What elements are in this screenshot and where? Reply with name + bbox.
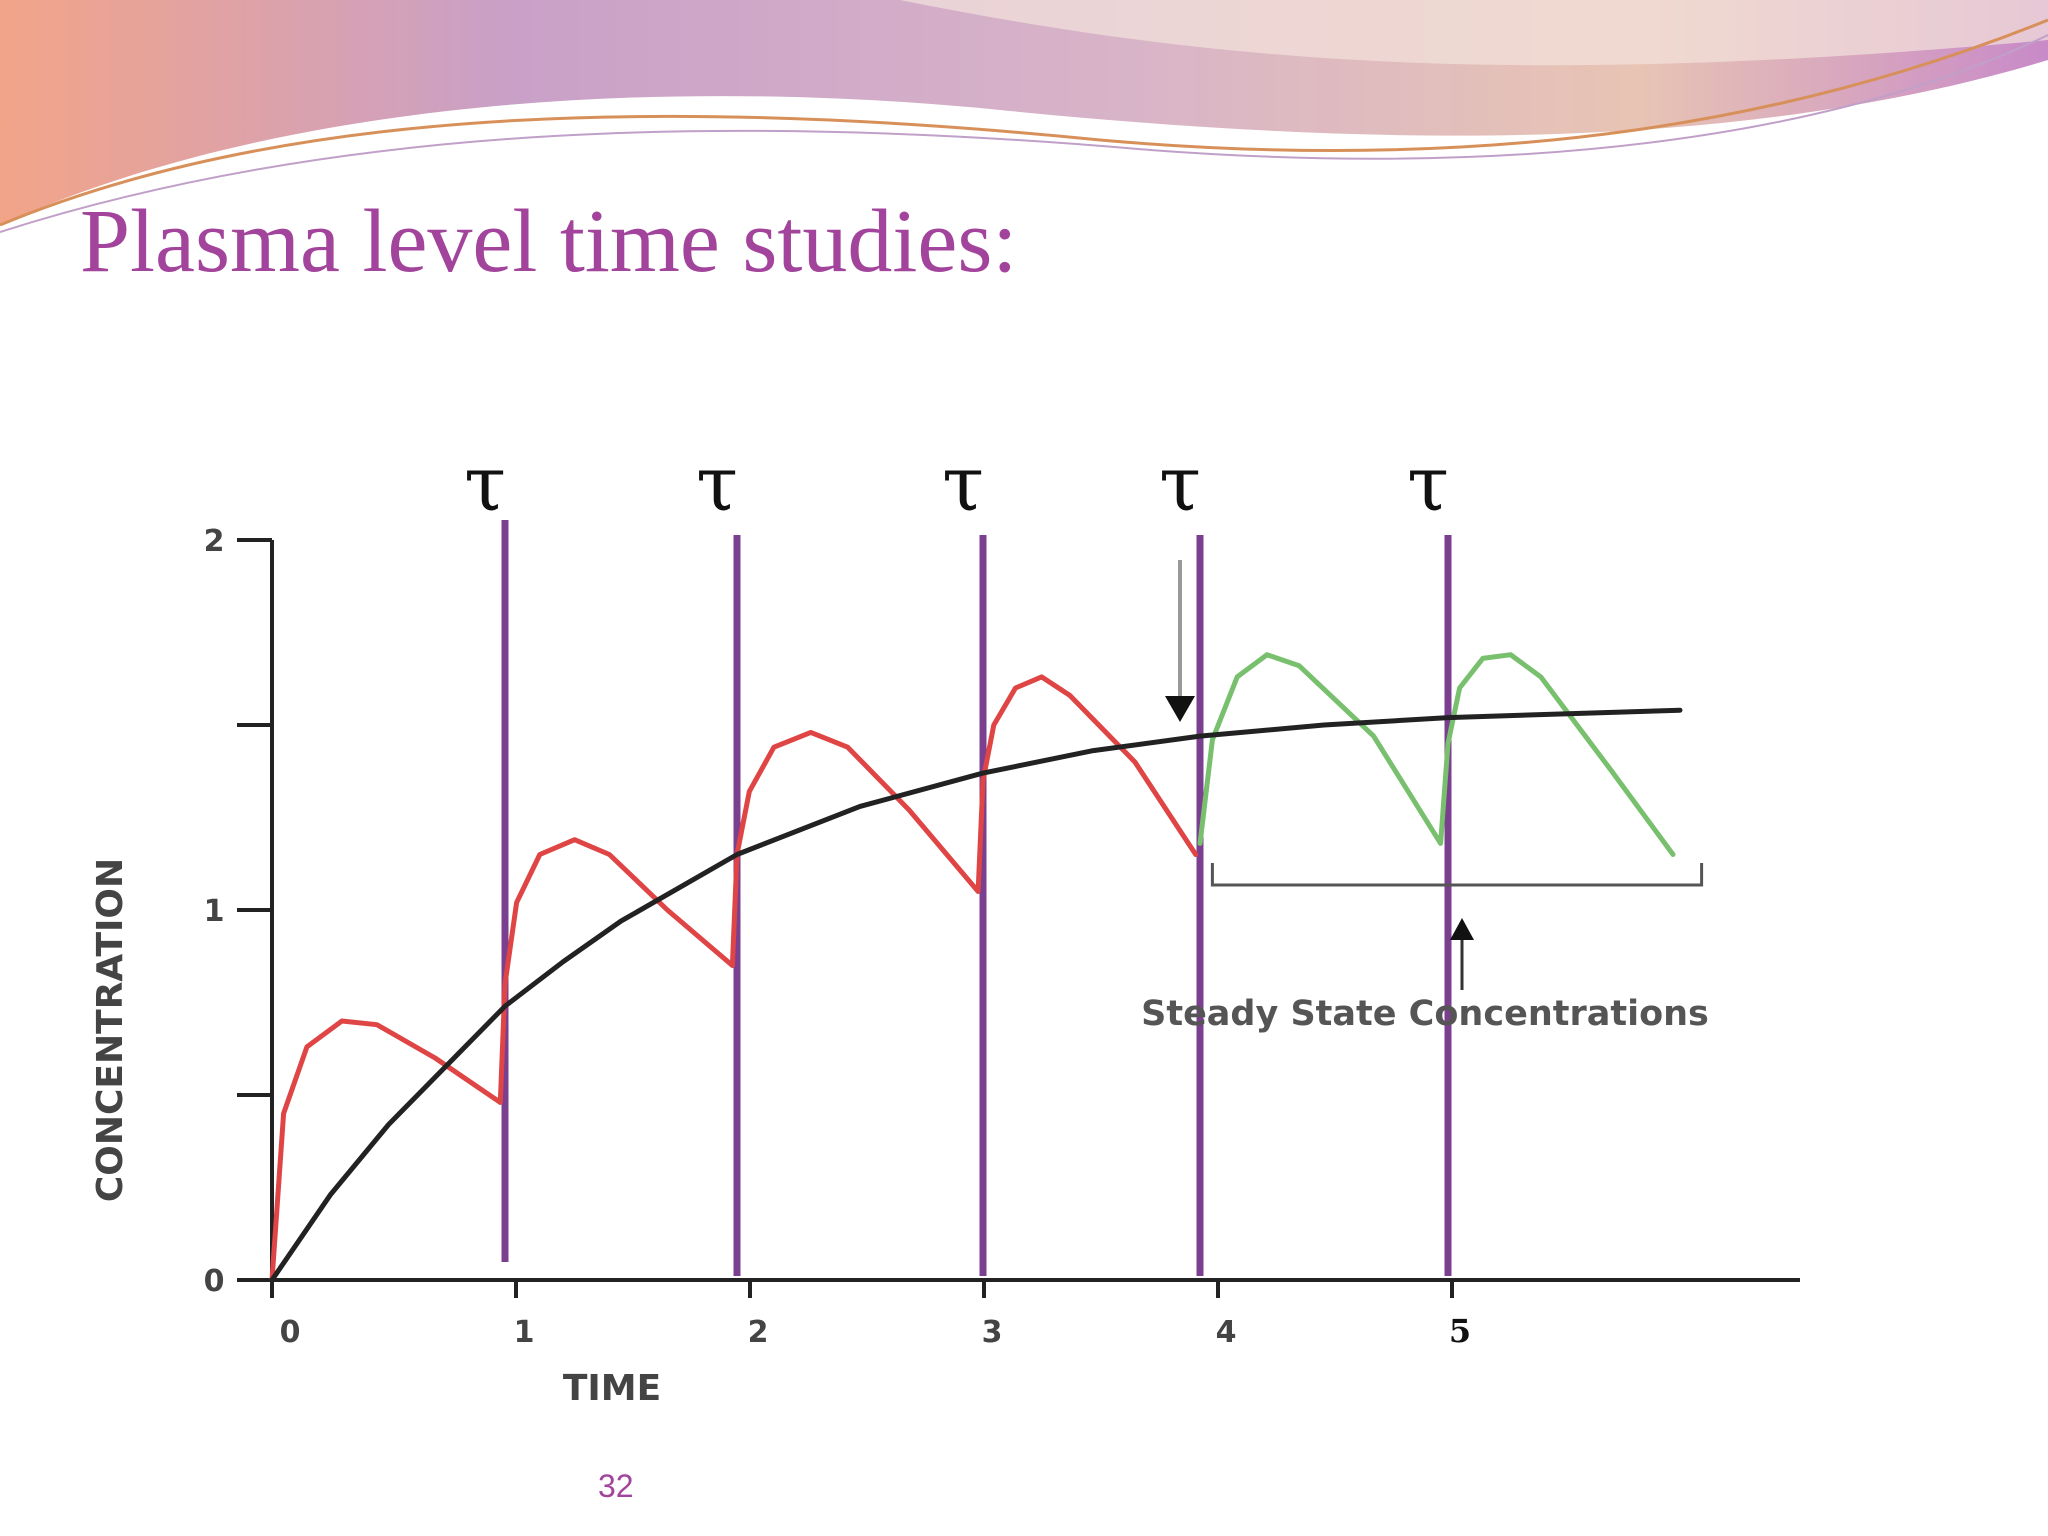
x-tick-label-3: 3 [982,1315,1003,1350]
down-arrow-head [1165,696,1195,722]
x-tick-label-5: 5 [1449,1312,1471,1350]
x-tick-label-2: 2 [748,1315,769,1350]
series-layer [269,652,1683,1283]
x-tick-label-0: 0 [280,1315,301,1350]
x-tick-label-4: 4 [1216,1315,1237,1350]
series-average [269,707,1683,1283]
y-tick-label-0: 0 [204,1264,225,1299]
x-axis-label: TIME [563,1368,661,1409]
series-buildup [269,674,1199,1283]
tau-label-1: τ [696,439,738,528]
tau-label-2: τ [942,439,984,528]
tau-label-3: τ [1159,439,1201,528]
up-arrow-head [1450,918,1474,940]
dose-lines [501,520,1452,1276]
steady-state-label: Steady State Concentrations [1141,994,1709,1034]
series-steady_state [1197,652,1676,857]
steady-state-bracket [1210,863,1704,887]
axes: 0 1 2 0 1 2 3 4 5 [204,524,1800,1350]
header-banner [0,0,2048,233]
y-axis-label: CONCENTRATION [90,858,131,1202]
x-tick-label-1: 1 [514,1315,535,1350]
page-number: 32 [598,1468,634,1504]
slide-title: Plasma level time studies: [80,192,1018,291]
tau-label-0: τ [464,439,506,528]
y-tick-label-4: 2 [204,524,225,559]
y-tick-label-2: 1 [204,894,225,929]
tau-label-4: τ [1407,439,1449,528]
annotations [1165,560,1704,990]
